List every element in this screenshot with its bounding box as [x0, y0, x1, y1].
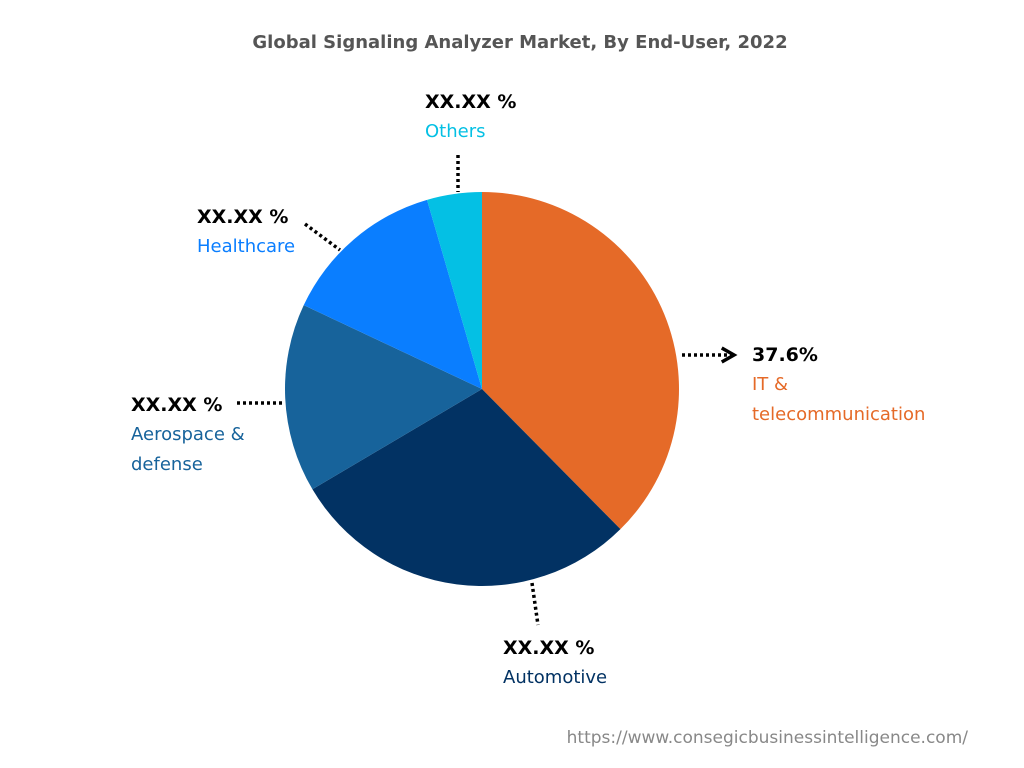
chart-title: Global Signaling Analyzer Market, By End…: [252, 32, 788, 53]
pie-slice: [312, 389, 621, 587]
value-label: XX.XX %: [425, 91, 517, 113]
category-label: IT & telecommunication: [752, 374, 926, 425]
value-label: XX.XX %: [503, 637, 595, 659]
category-label: Others: [425, 121, 486, 142]
slice-label: XX.XX % Others: [425, 87, 545, 147]
category-label: Automotive: [503, 667, 608, 688]
leader-line: [303, 222, 342, 252]
source-url: https://www.consegicbusinessintelligence…: [566, 728, 968, 748]
pie-slice: [427, 192, 482, 389]
pie-slice: [285, 305, 482, 490]
pie-slice: [303, 199, 482, 389]
slice-label: 37.6% IT & telecommunication: [752, 340, 952, 430]
value-label: 37.6%: [752, 344, 818, 366]
leader-line: [530, 582, 540, 626]
category-label: Aerospace & defense: [131, 424, 245, 475]
slice-label: XX.XX % Healthcare: [197, 202, 347, 262]
value-label: XX.XX %: [197, 206, 289, 228]
category-label: Healthcare: [197, 236, 296, 257]
pie-slice: [482, 192, 679, 530]
slice-label: XX.XX % Aerospace & defense: [131, 390, 261, 480]
value-label: XX.XX %: [131, 394, 223, 416]
slice-label: XX.XX % Automotive: [503, 633, 663, 693]
